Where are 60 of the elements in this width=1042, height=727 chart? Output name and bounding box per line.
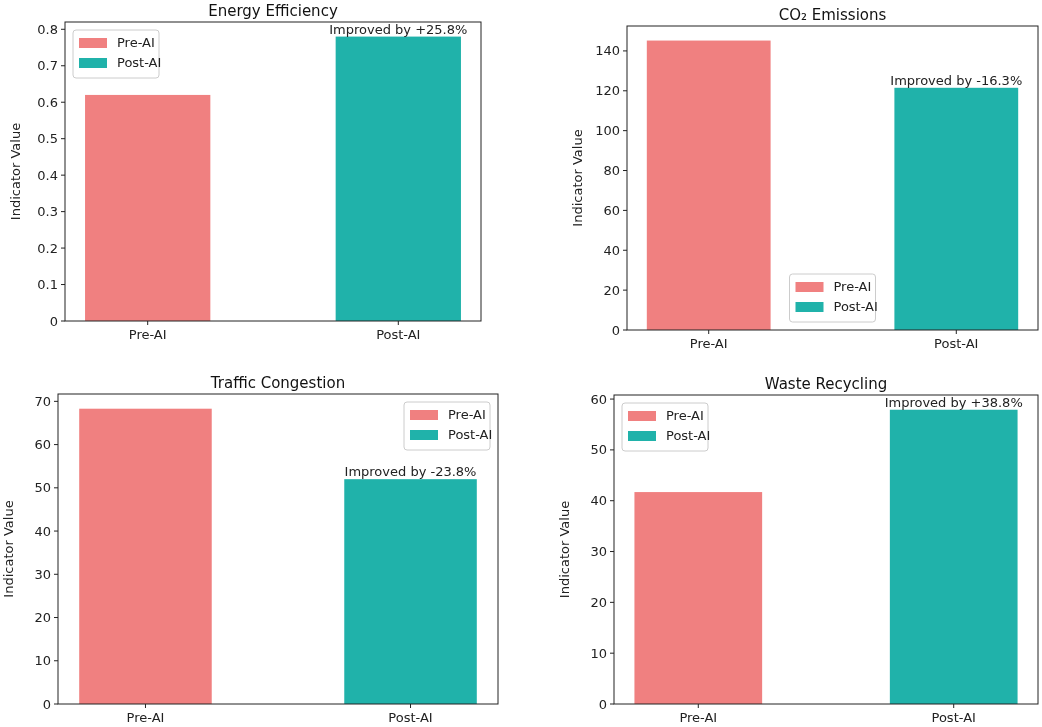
y-axis-title: Indicator Value bbox=[8, 122, 23, 221]
x-tick-label: Post-AI bbox=[931, 710, 976, 725]
y-tick-label: 140 bbox=[595, 43, 620, 59]
y-tick-label: 20 bbox=[590, 594, 607, 610]
y-tick-label: 70 bbox=[34, 393, 51, 409]
y-tick-label: 30 bbox=[590, 544, 607, 560]
y-tick-label: 0 bbox=[42, 696, 51, 712]
chart-title: Energy Efficiency bbox=[208, 2, 338, 20]
legend-label: Pre-AI bbox=[666, 408, 704, 423]
y-tick-label: 50 bbox=[34, 480, 51, 496]
y-tick-label: 100 bbox=[595, 123, 620, 139]
legend-label: Post-AI bbox=[666, 428, 711, 443]
x-tick-label: Post-AI bbox=[388, 710, 433, 725]
y-tick-label: 0.8 bbox=[37, 21, 58, 37]
x-tick-label: Pre-AI bbox=[128, 327, 167, 342]
y-tick-label: 0.6 bbox=[37, 94, 58, 110]
x-tick-label: Post-AI bbox=[376, 327, 421, 342]
x-tick-label: Post-AI bbox=[934, 336, 979, 351]
x-tick-label: Pre-AI bbox=[126, 710, 165, 725]
y-tick-label: 0 bbox=[611, 322, 620, 338]
y-tick-label: 0.2 bbox=[37, 240, 58, 256]
legend-label: Post-AI bbox=[448, 427, 493, 442]
y-tick-label: 40 bbox=[590, 493, 607, 509]
legend-label: Pre-AI bbox=[833, 279, 872, 294]
y-axis-title: Indicator Value bbox=[557, 500, 572, 599]
x-tick-label: Pre-AI bbox=[679, 710, 718, 725]
chart-title: CO₂ Emissions bbox=[778, 6, 887, 24]
y-tick-label: 0.7 bbox=[37, 58, 58, 74]
annotation: Improved by +38.8% bbox=[884, 394, 1023, 410]
y-tick-label: 0.5 bbox=[37, 131, 58, 147]
y-tick-label: 0.4 bbox=[37, 167, 58, 183]
annotation: Improved by -16.3% bbox=[890, 72, 1023, 88]
y-tick-label: 60 bbox=[603, 202, 620, 218]
y-tick-label: 60 bbox=[590, 391, 607, 407]
annotation: Improved by -23.8% bbox=[344, 464, 477, 480]
y-tick-label: 0.3 bbox=[37, 204, 58, 220]
y-tick-label: 120 bbox=[595, 83, 620, 99]
y-tick-label: 30 bbox=[34, 566, 51, 582]
legend-label: Post-AI bbox=[117, 55, 162, 70]
y-tick-label: 10 bbox=[34, 653, 51, 669]
y-tick-label: 0.1 bbox=[37, 277, 58, 293]
y-tick-label: 40 bbox=[603, 242, 620, 258]
y-tick-label: 20 bbox=[603, 282, 620, 298]
y-tick-label: 10 bbox=[590, 645, 607, 661]
y-tick-label: 0 bbox=[598, 696, 607, 712]
chart-title: Waste Recycling bbox=[764, 375, 888, 393]
chart-title: Traffic Congestion bbox=[209, 374, 346, 392]
legend-label: Post-AI bbox=[833, 299, 878, 314]
annotation: Improved by +25.8% bbox=[329, 21, 468, 37]
y-tick-label: 20 bbox=[34, 610, 51, 626]
y-tick-label: 0 bbox=[49, 313, 58, 329]
y-axis-title: Indicator Value bbox=[570, 129, 585, 227]
legend-label: Pre-AI bbox=[117, 35, 155, 50]
y-axis-title: Indicator Value bbox=[1, 500, 16, 598]
x-tick-label: Pre-AI bbox=[689, 336, 728, 351]
y-tick-label: 60 bbox=[34, 437, 51, 453]
legend-label: Pre-AI bbox=[448, 407, 486, 422]
y-tick-label: 50 bbox=[590, 442, 607, 458]
y-tick-label: 40 bbox=[34, 523, 51, 539]
y-tick-label: 80 bbox=[603, 163, 620, 179]
